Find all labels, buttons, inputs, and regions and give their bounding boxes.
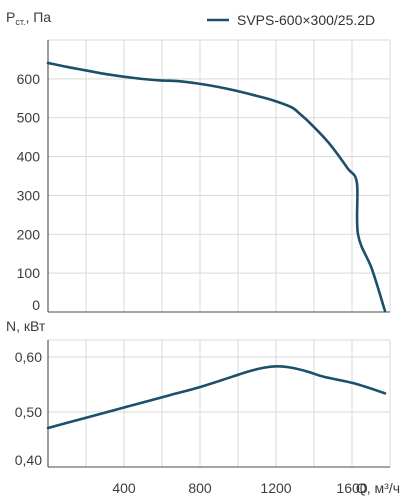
power-tick-label: 0,60: [15, 349, 42, 365]
pressure-axis-unit: , Па: [25, 9, 51, 25]
power-grid: [48, 339, 391, 467]
pressure-axis-subscript: ст.: [15, 17, 25, 27]
flow-axis-title: Q, м³/ч: [356, 480, 400, 496]
pressure-tick-label: 400: [17, 149, 41, 165]
power-curve: [46, 365, 387, 430]
pressure-axis-title: Pст., Па: [6, 9, 51, 27]
pressure-grid: [48, 39, 391, 312]
power-axis-title: N, кВт: [6, 318, 46, 334]
flow-tick-label: 800: [188, 480, 212, 496]
pressure-axis-symbol: P: [6, 9, 15, 25]
pressure-tick-label: 500: [17, 110, 41, 126]
pressure-curve: [46, 61, 387, 313]
power-tick-label: 0,40: [15, 452, 42, 468]
power-series: [46, 365, 387, 430]
power-tick-label: 0,50: [15, 404, 42, 420]
pressure-tick-label: 200: [17, 226, 41, 242]
pressure-tick-label: 100: [17, 265, 41, 281]
power-tick-labels: 0,40 0,50 0,60: [15, 349, 42, 468]
flow-tick-labels: 400 800 1200 1600: [112, 480, 367, 496]
flow-tick-label: 400: [112, 480, 136, 496]
flow-tick-label: 1200: [260, 480, 291, 496]
pressure-tick-labels: 0 100 200 300 400 500 600: [17, 71, 41, 313]
pressure-tick-label: 0: [32, 297, 40, 313]
pressure-tick-label: 600: [17, 71, 41, 87]
legend-label: SVPS-600×300/25.2D: [237, 12, 375, 28]
pressure-tick-label: 300: [17, 187, 41, 203]
flow-tick-label: 1600: [336, 480, 367, 496]
pressure-series: [46, 61, 387, 313]
